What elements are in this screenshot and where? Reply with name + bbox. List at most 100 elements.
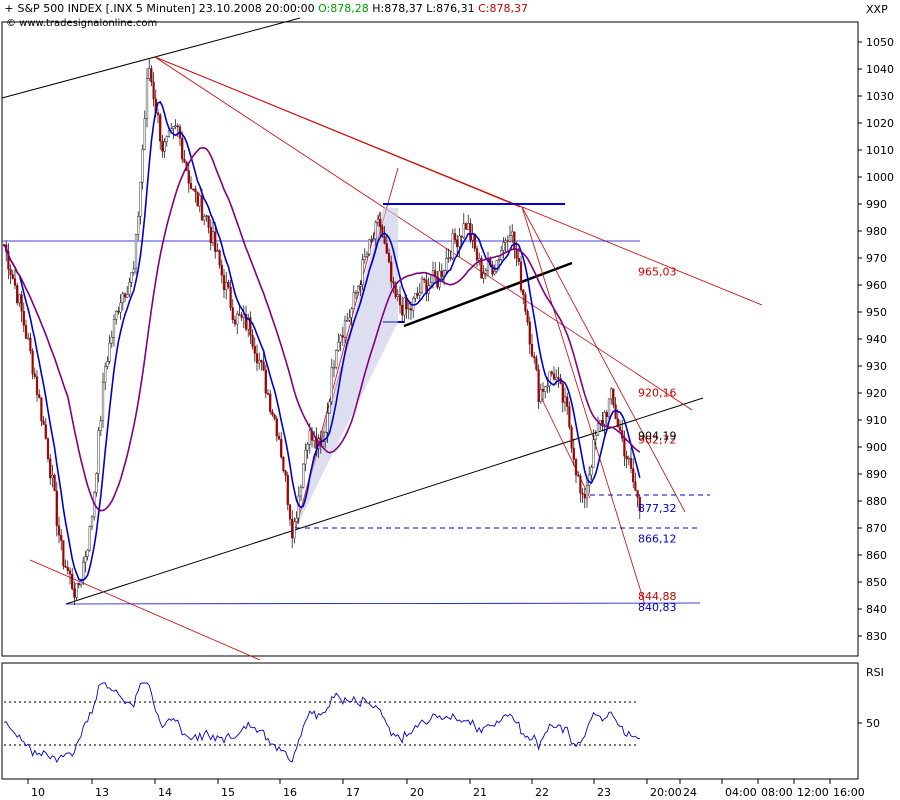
fan-line bbox=[539, 394, 591, 499]
candle bbox=[504, 240, 507, 243]
candle bbox=[313, 436, 316, 441]
y-tick-label: 910 bbox=[866, 414, 887, 427]
candle bbox=[225, 282, 228, 290]
candle bbox=[101, 381, 105, 421]
candle bbox=[394, 283, 397, 298]
candle bbox=[49, 458, 52, 479]
candle bbox=[143, 118, 146, 150]
fan-line bbox=[29, 559, 261, 661]
y-tick-label: 840 bbox=[866, 603, 887, 616]
candle bbox=[594, 434, 597, 440]
candle bbox=[218, 250, 221, 266]
candle bbox=[64, 565, 67, 568]
y-tick-label: 930 bbox=[866, 360, 887, 373]
candle bbox=[464, 223, 468, 230]
candle bbox=[341, 335, 344, 338]
candle bbox=[632, 468, 635, 483]
candle bbox=[253, 346, 256, 354]
candle bbox=[596, 423, 600, 436]
candle bbox=[282, 456, 285, 472]
candle bbox=[291, 519, 294, 539]
plus-icon[interactable]: + bbox=[4, 2, 14, 15]
candle bbox=[636, 490, 639, 498]
candle bbox=[502, 242, 505, 251]
candle bbox=[255, 353, 259, 364]
candle bbox=[152, 81, 155, 100]
candle bbox=[449, 257, 452, 259]
slow-moving-average-line bbox=[3, 147, 641, 512]
candle bbox=[42, 420, 45, 425]
candle bbox=[610, 388, 613, 400]
candle bbox=[288, 504, 292, 520]
candle bbox=[568, 406, 571, 428]
candle bbox=[447, 257, 450, 259]
candle bbox=[462, 223, 465, 238]
y-tick-label: 970 bbox=[866, 252, 887, 265]
y-tick-label: 1030 bbox=[866, 90, 894, 103]
candle bbox=[566, 396, 569, 407]
candle bbox=[40, 397, 43, 422]
candle bbox=[187, 170, 190, 184]
candle bbox=[112, 319, 116, 338]
candle bbox=[38, 394, 41, 398]
candle bbox=[440, 270, 443, 277]
candle bbox=[423, 278, 426, 281]
candle bbox=[68, 570, 72, 575]
candle bbox=[97, 430, 100, 474]
candle bbox=[62, 540, 65, 567]
candle bbox=[284, 470, 287, 476]
candle bbox=[453, 233, 457, 241]
candle bbox=[269, 393, 272, 412]
candle bbox=[387, 253, 391, 263]
candle bbox=[579, 476, 582, 494]
candle bbox=[563, 396, 567, 403]
candle bbox=[350, 308, 353, 318]
candle bbox=[376, 218, 380, 223]
candle bbox=[601, 420, 604, 425]
candle bbox=[211, 231, 215, 244]
candle bbox=[638, 497, 641, 512]
candle bbox=[141, 149, 144, 183]
candle bbox=[22, 311, 25, 326]
candle bbox=[293, 521, 296, 539]
y-tick-label: 890 bbox=[866, 468, 887, 481]
candle bbox=[134, 234, 138, 270]
x-tick-label: 20 bbox=[410, 786, 424, 799]
candle bbox=[326, 412, 329, 433]
y-tick-label: 880 bbox=[866, 495, 887, 508]
candle bbox=[368, 239, 371, 255]
y-tick-label: 830 bbox=[866, 630, 887, 643]
candle bbox=[414, 293, 417, 299]
candle bbox=[616, 418, 619, 428]
candle bbox=[535, 357, 538, 370]
candle bbox=[209, 226, 212, 244]
candle bbox=[634, 481, 637, 491]
candle bbox=[55, 490, 58, 526]
candle bbox=[220, 264, 223, 276]
candle bbox=[200, 195, 204, 221]
candle bbox=[526, 311, 529, 323]
candle bbox=[460, 235, 463, 238]
candle bbox=[176, 125, 179, 128]
candle bbox=[343, 320, 347, 338]
candle bbox=[471, 234, 474, 241]
candle bbox=[150, 68, 153, 83]
y-tick-label: 1040 bbox=[866, 63, 894, 76]
candle bbox=[194, 188, 197, 193]
candle bbox=[183, 158, 186, 163]
candle bbox=[550, 371, 553, 374]
rsi-y-tick-label: 50 bbox=[866, 717, 880, 730]
candle bbox=[115, 311, 118, 320]
candle bbox=[623, 438, 626, 457]
candle bbox=[339, 335, 342, 343]
candle bbox=[383, 236, 386, 244]
candle bbox=[618, 426, 622, 431]
candle bbox=[299, 486, 303, 497]
candle bbox=[451, 233, 454, 259]
candle bbox=[592, 439, 595, 468]
candle bbox=[321, 441, 325, 447]
candle bbox=[346, 320, 349, 322]
x-tick-label: 21 bbox=[473, 786, 487, 799]
candle bbox=[379, 218, 382, 227]
chart-header: + S&P 500 INDEX [.INX 5 Minuten] 23.10.2… bbox=[4, 2, 528, 15]
